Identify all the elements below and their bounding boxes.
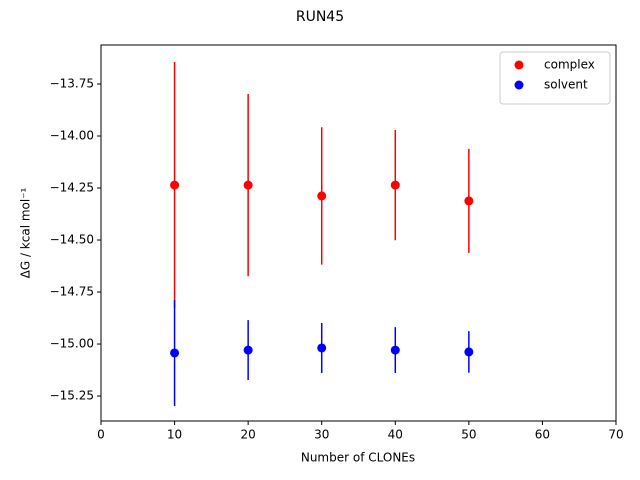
- point: [317, 191, 327, 201]
- x-tick-label: 50: [461, 428, 476, 442]
- point: [243, 345, 253, 355]
- legend-marker: [514, 80, 524, 90]
- x-tick-label: 10: [167, 428, 182, 442]
- plot-frame: [100, 44, 617, 422]
- legend-box: [499, 51, 611, 105]
- legend-marker: [514, 60, 524, 70]
- legend-label: solvent: [544, 78, 588, 92]
- x-tick-label: 60: [535, 428, 550, 442]
- point: [243, 180, 253, 190]
- x-tick-label: 30: [314, 428, 329, 442]
- y-axis-label: ΔG / kcal mol⁻¹: [19, 187, 33, 278]
- y-tick-label: −14.00: [50, 129, 94, 143]
- y-tick-label: −14.25: [50, 181, 94, 195]
- legend-label: complex: [544, 58, 595, 72]
- y-tick-label: −14.75: [50, 285, 94, 299]
- point: [317, 343, 327, 353]
- chart-title: RUN45: [296, 9, 344, 25]
- y-tick-label: −14.50: [50, 233, 94, 247]
- x-tick-label: 40: [388, 428, 403, 442]
- x-tick-label: 0: [97, 428, 105, 442]
- point: [464, 196, 474, 206]
- y-tick-label: −15.00: [50, 337, 94, 351]
- point: [170, 348, 180, 358]
- point: [170, 180, 180, 190]
- point: [464, 347, 474, 357]
- point: [390, 345, 400, 355]
- x-tick-label: 20: [241, 428, 256, 442]
- y-tick-label: −13.75: [50, 77, 94, 91]
- x-axis-label: Number of CLONEs: [301, 451, 415, 465]
- point: [390, 180, 400, 190]
- y-tick-label: −15.25: [50, 389, 94, 403]
- x-tick-label: 70: [608, 428, 623, 442]
